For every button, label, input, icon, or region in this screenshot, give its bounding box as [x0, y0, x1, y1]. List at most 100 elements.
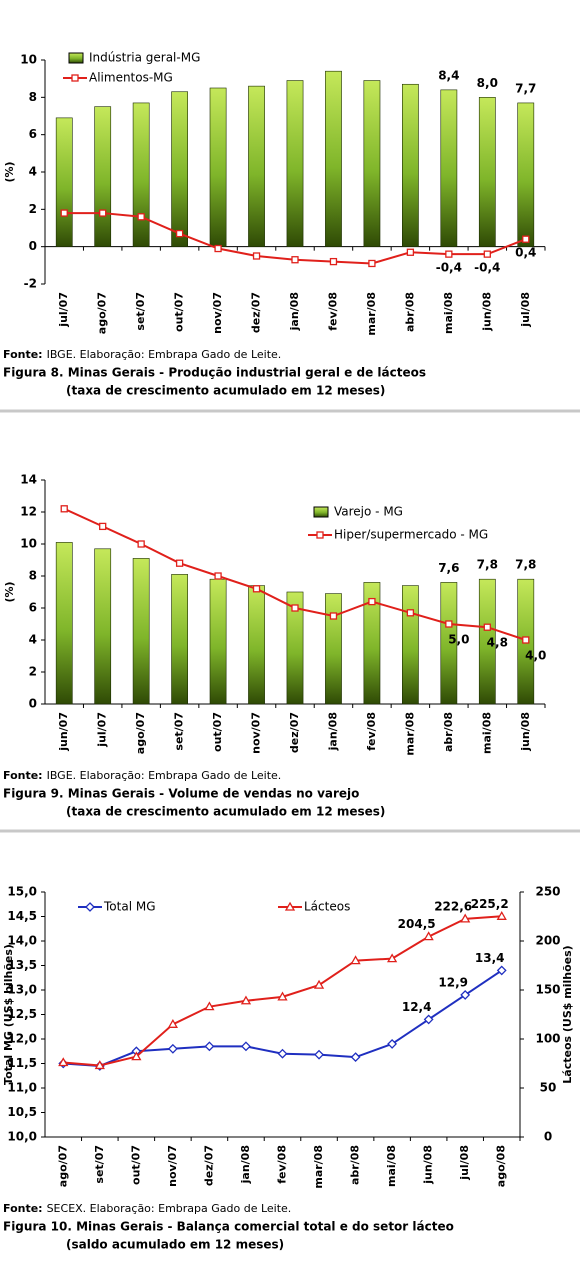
legend-label: Lácteos — [304, 900, 350, 914]
y-tick-label: 12,5 — [7, 1007, 37, 1021]
line-marker — [58, 1057, 69, 1067]
x-tick-label: jan/08 — [326, 712, 339, 751]
line-marker — [406, 609, 415, 617]
line-marker — [167, 1018, 179, 1028]
source-label: Fonte: — [3, 769, 43, 782]
line-marker — [291, 604, 299, 612]
bar — [171, 574, 188, 705]
line-marker — [204, 1001, 215, 1011]
x-tick-label: abr/08 — [442, 712, 455, 752]
y-tick-label: 14 — [20, 473, 37, 487]
line-marker — [60, 505, 68, 513]
line-marker — [314, 1049, 324, 1060]
bar — [94, 548, 112, 705]
legend-label: Varejo - MG — [334, 505, 403, 519]
y-tick-label: 2 — [29, 202, 37, 216]
x-tick-label: jul/08 — [458, 1145, 471, 1181]
y-tick-label: 2 — [29, 665, 37, 679]
y2-axis-title: Lácteos (US$ milhões) — [561, 945, 574, 1083]
x-tick-label: set/07 — [173, 712, 186, 751]
source: Fonte: SECEX. Elaboração: Embrapa Gado de… — [3, 1202, 291, 1215]
line-marker — [368, 597, 376, 606]
value-label: 12,9 — [438, 975, 468, 989]
y-tick-label: 8 — [29, 569, 37, 583]
source-label: Fonte: — [3, 1202, 43, 1215]
x-tick-label: fev/08 — [326, 292, 339, 331]
bar — [478, 97, 496, 247]
y-axis-title: (%) — [3, 581, 16, 602]
x-tick-label: mai/08 — [480, 712, 493, 754]
bar — [248, 585, 265, 705]
line-marker — [522, 235, 530, 243]
y-tick-label: 6 — [29, 127, 37, 141]
x-tick-label: jun/08 — [422, 1145, 435, 1185]
source: Fonte: IBGE. Elaboração: Embrapa Gado de … — [3, 769, 281, 782]
line-marker — [368, 259, 376, 268]
line-marker — [445, 250, 453, 258]
y-tick-label: 6 — [29, 601, 37, 615]
caption: Figura 9. Minas Gerais - Volume de venda… — [3, 787, 359, 801]
line-marker — [60, 209, 68, 217]
bar — [209, 87, 227, 247]
x-tick-label: jan/08 — [239, 1145, 252, 1184]
line-marker — [277, 1048, 288, 1059]
x-tick-label: mai/08 — [442, 292, 455, 334]
x-tick-label: fev/08 — [365, 712, 378, 751]
x-tick-label: dez/07 — [288, 712, 301, 753]
line-marker — [496, 910, 507, 920]
bar — [286, 591, 304, 705]
line-marker — [460, 989, 471, 1000]
caption-sub: (taxa de crescimento acumulado em 12 mes… — [66, 384, 385, 398]
x-tick-label: set/07 — [134, 292, 147, 331]
line-marker — [99, 209, 107, 217]
line-marker — [387, 1038, 398, 1049]
value-label: 204,5 — [398, 917, 436, 931]
line-marker — [94, 1060, 105, 1070]
value-label: 225,2 — [471, 897, 509, 911]
y-tick-label: 11,0 — [7, 1081, 37, 1095]
y2-tick-label: 200 — [535, 934, 560, 948]
x-tick-label: abr/08 — [403, 292, 416, 332]
y-tick-label: 12 — [20, 505, 37, 519]
y-tick-label: 10 — [20, 537, 37, 551]
caption-sub: (taxa de crescimento acumulado em 12 mes… — [66, 805, 385, 819]
bar — [363, 582, 381, 705]
y-tick-label: 11,5 — [7, 1056, 37, 1070]
line-marker — [240, 995, 252, 1005]
line-marker — [386, 953, 398, 963]
y-tick-label: 10,5 — [7, 1105, 37, 1119]
line-marker — [445, 620, 453, 628]
legend-marker — [284, 901, 296, 911]
line-marker — [291, 256, 299, 264]
x-tick-label: jun/08 — [519, 712, 532, 752]
x-tick-label: dez/07 — [250, 292, 263, 333]
caption: Figura 10. Minas Gerais - Balança comerc… — [3, 1220, 454, 1234]
line-marker — [204, 1041, 215, 1052]
line-marker — [496, 965, 507, 976]
x-tick-label: jul/08 — [519, 292, 532, 328]
x-tick-label: fev/08 — [276, 1145, 289, 1184]
legend-label: Total MG — [103, 900, 156, 914]
y-axis-title: Total MG (US$ bilhões) — [2, 944, 15, 1085]
bar — [363, 80, 381, 247]
line-marker — [252, 585, 261, 593]
line-marker — [137, 540, 145, 548]
line-marker — [350, 955, 361, 965]
value-label: 8,0 — [477, 76, 498, 90]
line-marker — [522, 636, 530, 644]
y2-tick-label: 100 — [535, 1032, 560, 1046]
line-marker — [131, 1051, 142, 1061]
line-marker — [460, 913, 471, 923]
legend-marker — [85, 902, 95, 912]
x-tick-label: ago/07 — [96, 292, 109, 334]
line-marker — [99, 522, 107, 531]
line-marker — [483, 623, 491, 631]
bar — [55, 542, 73, 705]
line-marker — [483, 250, 491, 258]
source-text: SECEX. Elaboração: Embrapa Gado de Leite… — [47, 1202, 292, 1215]
y-tick-label: 0 — [29, 697, 37, 711]
y2-tick-label: 0 — [544, 1130, 552, 1144]
value-label: 5,0 — [448, 633, 469, 647]
line-marker — [175, 229, 184, 238]
